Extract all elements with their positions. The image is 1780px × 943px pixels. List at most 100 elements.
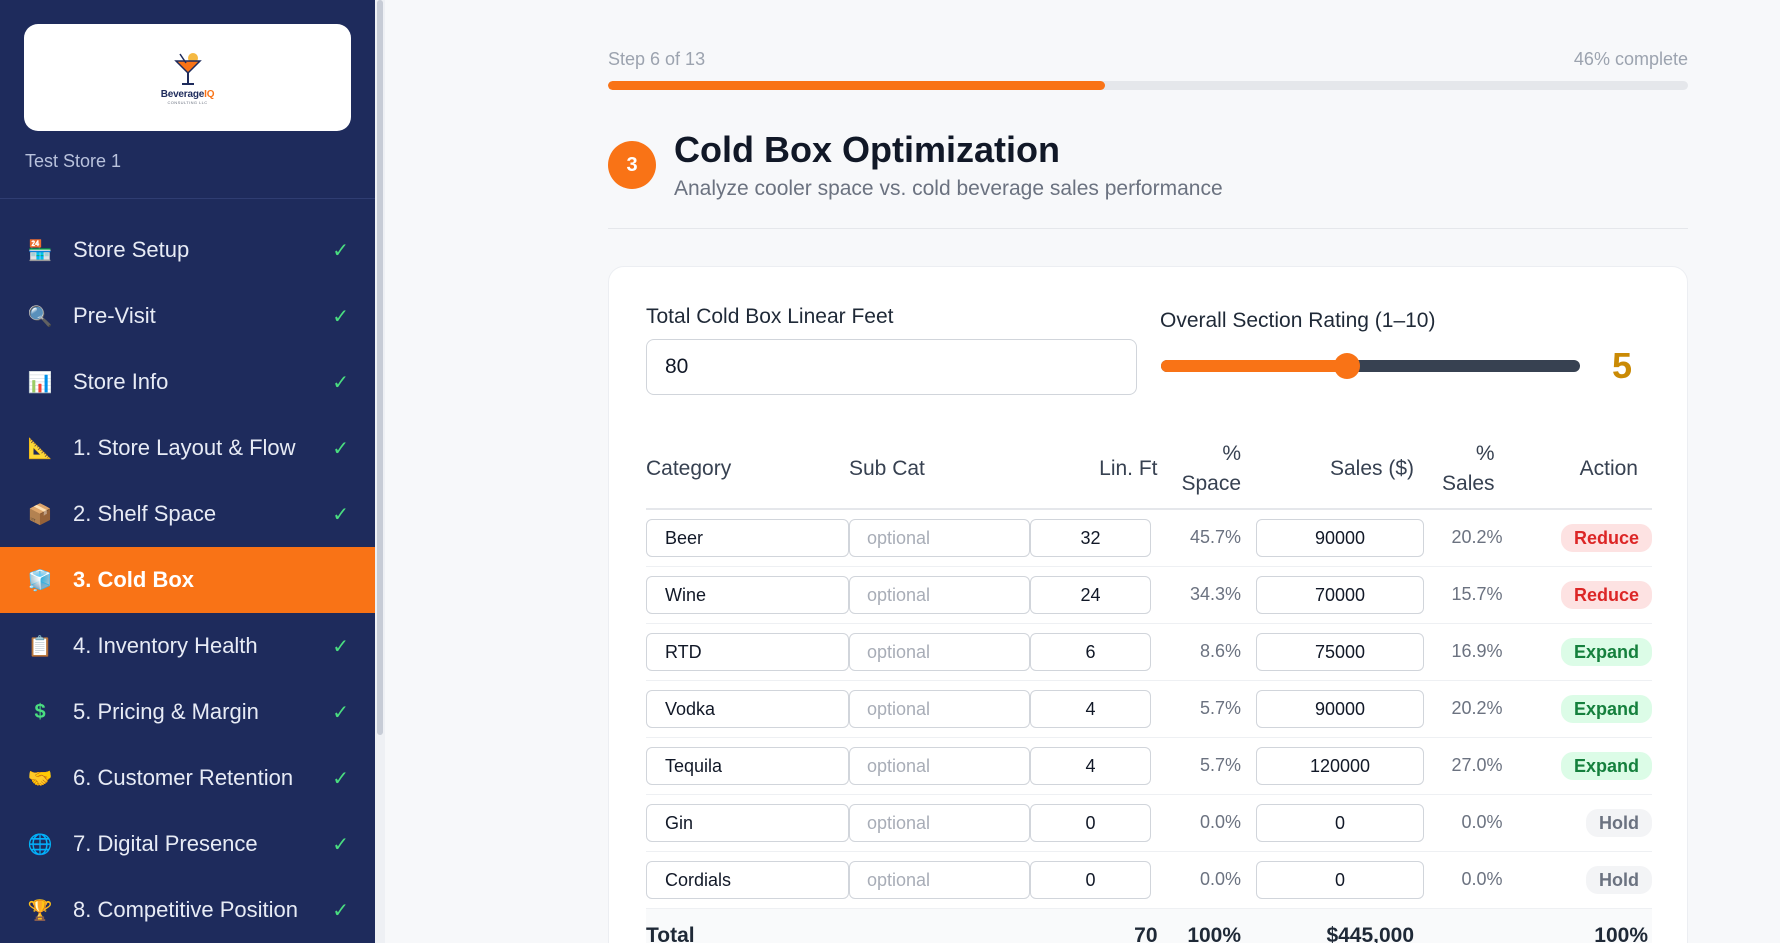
linft-input[interactable]: 32 [1030,518,1151,557]
rating-slider[interactable] [1161,353,1580,379]
table-header-row: Category Sub Cat Lin. Ft % Space Sales ($… [646,429,1652,509]
space-pct-cell: 5.7% [1200,755,1242,775]
linft-input[interactable]: 4 [1030,746,1151,785]
subcat-input[interactable]: optional [849,860,1030,899]
ice-cube-icon: 🧊 [27,569,53,592]
check-icon: ✓ [332,833,349,856]
action-badge-expand: Expand [1560,637,1652,666]
sidebar-item-2-shelf-space[interactable]: 📦 2. Shelf Space ✓ [0,481,375,547]
category-input[interactable]: Wine [646,575,849,614]
sales-input[interactable]: 0 [1256,803,1425,842]
subcat-input[interactable]: optional [849,632,1030,671]
sales-input[interactable]: 0 [1256,860,1425,899]
subcat-input[interactable]: optional [849,803,1030,842]
category-input[interactable]: Tequila [646,746,849,785]
main-content: Step 6 of 13 46% complete 3 Cold Box Opt… [385,0,1780,943]
category-input[interactable]: Cordials [646,860,849,899]
space-pct-cell: 0.0% [1200,869,1242,889]
total-spacer [1424,908,1504,943]
package-icon: 📦 [27,503,53,526]
sidebar-item-label: 5. Pricing & Margin [73,699,259,724]
brand-name: BeverageIQ [160,88,215,100]
space-pct-cell: 45.7% [1189,527,1242,548]
linear-feet-label: Total Cold Box Linear Feet [646,305,894,328]
check-icon: ✓ [332,503,349,526]
sales-input[interactable]: 75000 [1256,632,1425,671]
sidebar-item-6-customer-retention[interactable]: 🤝 6. Customer Retention ✓ [0,745,375,811]
total-row: Total 70 100% $445,000 100% [646,908,1652,943]
subcat-input[interactable]: optional [849,689,1030,728]
total-label: Total [646,924,695,943]
total-subcat [849,908,1030,943]
brand-logo[interactable]: BeverageIQ CONSULTING LLC [24,24,351,131]
sales-cell: 0 [1243,851,1425,908]
table-row: Tequila optional 4 5.7% 120000 27.0% Expand [646,737,1652,794]
step-label: Step 6 of 13 [608,49,706,69]
action-badge-hold: Hold [1586,808,1652,837]
sales-cell: 90000 [1243,680,1425,737]
sidebar-item-pre-visit[interactable]: 🔍 Pre-Visit ✓ [0,283,375,349]
subcat-cell: optional [849,737,1030,794]
col-subcat: Sub Cat [849,456,925,480]
sidebar-item-5-pricing-margin[interactable]: $5. Pricing & Margin ✓ [0,679,375,745]
sales-input[interactable]: 120000 [1256,746,1425,785]
col-category: Category [646,456,732,480]
sales-input[interactable]: 90000 [1256,689,1425,728]
linft-input[interactable]: 6 [1030,632,1151,671]
sidebar-item-store-setup[interactable]: 🏪 Store Setup ✓ [0,217,375,283]
space-pct-cell: 0.0% [1200,812,1242,832]
magnifier-icon: 🔍 [27,305,53,328]
sidebar-item-3-cold-box[interactable]: 🧊 3. Cold Box [0,547,375,613]
subcat-input[interactable]: optional [849,518,1030,557]
category-input[interactable]: RTD [646,632,849,671]
space-pct-cell: 34.3% [1189,584,1242,604]
sales-input[interactable]: 90000 [1256,518,1425,557]
sales-input[interactable]: 70000 [1256,575,1425,614]
col-action: Action [1579,456,1638,480]
sidebar-item-7-digital-presence[interactable]: 🌐 7. Digital Presence ✓ [0,811,375,877]
action-cell: Hold [1504,851,1652,908]
linft-input[interactable]: 0 [1030,860,1151,899]
sidebar-nav: 🏪 Store Setup ✓ 🔍 Pre-Visit ✓ 📊 Store Info ✓ 📐 1. … [0,217,375,943]
sidebar-item-store-info[interactable]: 📊 Store Info ✓ [0,349,375,415]
action-badge-hold: Hold [1586,865,1652,894]
sidebar-item-label: Store Info [73,369,169,394]
rating-slider-handle[interactable] [1334,353,1361,379]
total-linft: 70 [1134,924,1158,943]
category-input[interactable]: Vodka [646,689,849,728]
table-row: Cordials optional 0 0.0% 0 0.0% Hold [646,851,1652,908]
sidebar-item-8-competitive-position[interactable]: 🏆 8. Competitive Position ✓ [0,877,375,943]
sales-cell: 70000 [1243,566,1425,623]
subcat-cell: optional [849,851,1030,908]
linear-feet-input[interactable] [646,339,1137,395]
dollar-icon: $ [34,700,46,723]
subcat-cell: optional [849,794,1030,851]
linft-cell: 24 [1030,566,1164,623]
subcat-input[interactable]: optional [849,746,1030,785]
sidebar-item-1-store-layout-flow[interactable]: 📐 1. Store Layout & Flow ✓ [0,415,375,481]
linft-input[interactable]: 4 [1030,689,1151,728]
linft-input[interactable]: 24 [1030,575,1151,614]
subcat-cell: optional [849,509,1030,566]
category-input[interactable]: Beer [646,518,849,557]
check-icon: ✓ [332,635,349,658]
action-cell: Expand [1504,623,1652,680]
sales-pct-cell: 27.0% [1451,755,1503,775]
category-input[interactable]: Gin [646,803,849,842]
action-cell: Expand [1504,680,1652,737]
subcat-input[interactable]: optional [849,575,1030,614]
table-row: Beer optional 32 45.7% 90000 20.2% Reduce [646,509,1652,566]
linft-input[interactable]: 0 [1030,803,1151,842]
handshake-icon: 🤝 [27,767,53,790]
triangle-ruler-icon: 📐 [27,437,53,460]
sidebar-scrollbar[interactable] [375,0,385,943]
scrollbar-thumb[interactable] [377,0,383,735]
progress-fill [608,81,1105,90]
action-badge-expand: Expand [1560,751,1652,780]
category-cell: Wine [646,566,849,623]
section-number-badge: 3 [608,141,656,189]
subcat-cell: optional [849,566,1030,623]
cold-box-table: Category Sub Cat Lin. Ft % Space Sales ($… [646,429,1652,943]
globe-icon: 🌐 [27,833,53,856]
sidebar-item-4-inventory-health[interactable]: 📋 4. Inventory Health ✓ [0,613,375,679]
